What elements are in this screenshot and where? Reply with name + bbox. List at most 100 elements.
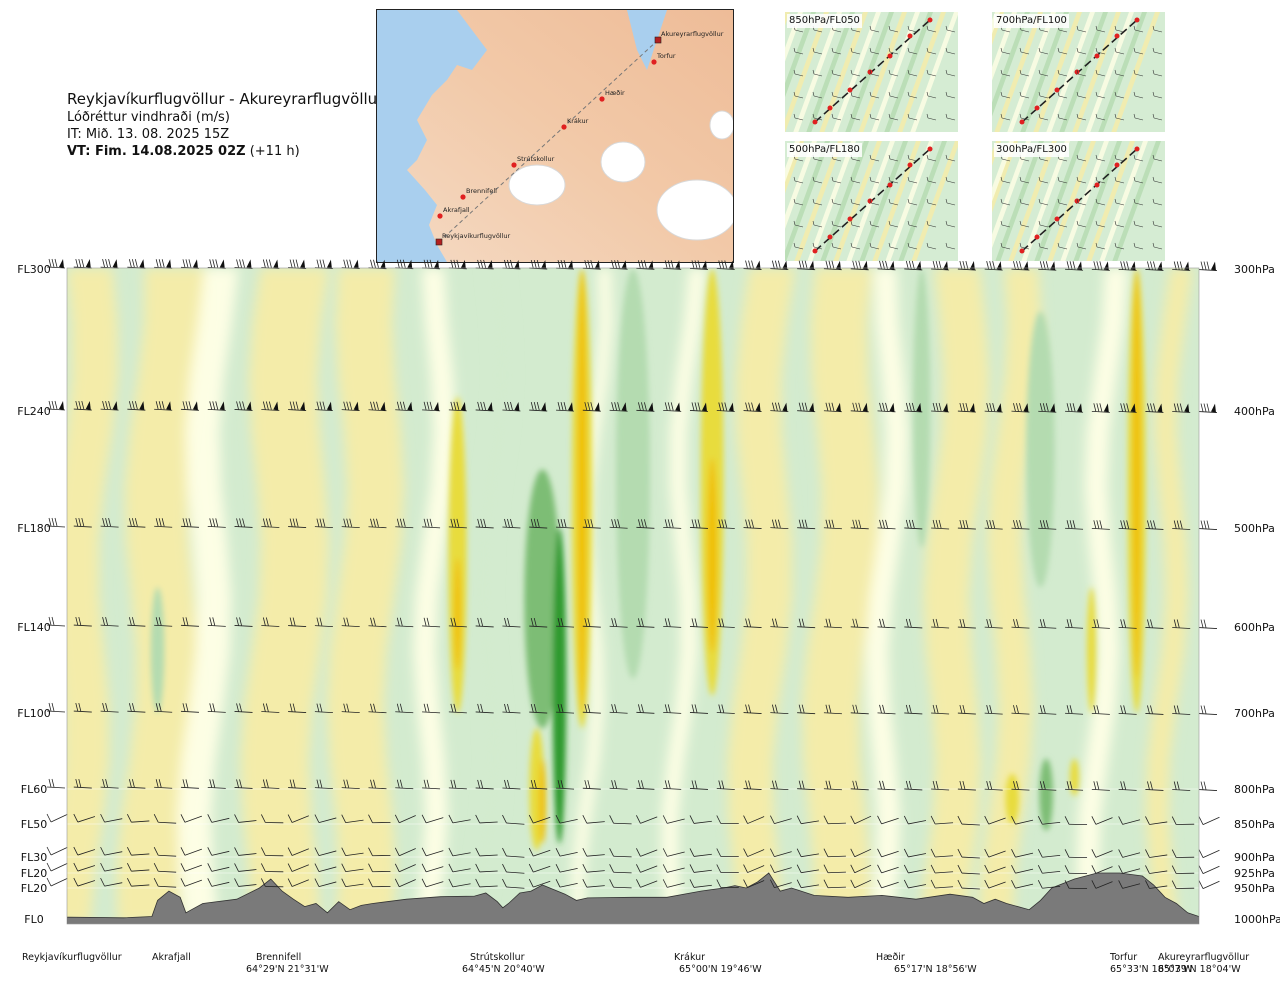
minimap-barb-feather [793, 69, 796, 75]
wind-barb-feather [1145, 849, 1150, 858]
minimap-barb-feather [1000, 47, 1003, 53]
wind-barb-feather [667, 618, 671, 627]
minimap-barb [1020, 73, 1030, 77]
wind-barb [528, 863, 551, 873]
wind-barb [100, 846, 123, 856]
minimap-barb [870, 246, 880, 250]
wind-barb-feather [1037, 880, 1043, 889]
wind-barb-feather [716, 864, 722, 873]
wind-barb-feather [376, 518, 379, 527]
minimap-barb [1115, 29, 1125, 33]
wind-barb-pennant [862, 260, 868, 270]
wind-barb-shaft [904, 527, 923, 530]
wind-barb-feather [1064, 865, 1070, 874]
wind-barb-pennant [621, 260, 627, 270]
wind-barb-shaft [797, 712, 816, 715]
wind-barb [903, 864, 927, 874]
wind-barb-feather [185, 703, 189, 712]
wind-barb [1145, 619, 1164, 629]
minimap-barb [870, 202, 880, 206]
wind-barb [314, 878, 337, 887]
wind-barb-feather [295, 518, 299, 527]
field-stripe [467, 268, 512, 924]
wind-barb-feather [852, 780, 856, 789]
wind-barb-shaft [261, 409, 280, 411]
wind-barb-feather [1093, 619, 1097, 628]
wind-barb [207, 401, 226, 411]
minimap-stripe [992, 141, 1018, 261]
wind-barb-shaft [238, 820, 257, 823]
wind-barb-feather [1206, 261, 1210, 270]
wind-barb-feather [262, 259, 266, 268]
wind-barb-feather [1123, 520, 1127, 529]
minimap-point [1074, 69, 1080, 75]
wind-barb-feather [1039, 403, 1043, 412]
wind-barb [46, 862, 68, 872]
wind-barb-shaft [984, 410, 1003, 413]
wind-barb-shaft [613, 871, 632, 874]
wind-barb-feather [718, 519, 722, 528]
wind-barb-feather [932, 618, 936, 628]
minimap-barb [870, 29, 880, 33]
wind-barb-feather [477, 779, 481, 789]
wind-barb-feather [584, 519, 588, 528]
wind-barb [260, 863, 284, 873]
wind-barb-shaft [131, 853, 150, 856]
minimap-barb-feather [1095, 220, 1098, 226]
wind-barb-feather [932, 704, 936, 714]
pressure-level-label: 700hPa [1234, 707, 1275, 720]
wind-barb [153, 814, 177, 824]
wind-barb [234, 779, 253, 789]
wind-barb-feather [234, 878, 239, 887]
wind-barb [609, 704, 628, 714]
wind-barb-feather [1198, 849, 1204, 858]
wind-barb [448, 878, 471, 888]
level-map-500[interactable]: 500hPa/FL180 [785, 141, 958, 261]
wind-barb-shaft [1091, 527, 1110, 530]
wind-barb-feather [319, 617, 323, 626]
wind-barb-feather [882, 519, 885, 528]
pressure-level-label: 900hPa [1234, 851, 1275, 864]
wind-barb-shaft [1065, 626, 1084, 629]
minimap-barb [1058, 246, 1068, 250]
level-map-700[interactable]: 700hPa/FL100 [992, 12, 1165, 132]
wind-barb-shaft [823, 626, 842, 629]
wind-barb-shaft [368, 787, 387, 790]
wind-barb-feather [316, 779, 320, 788]
wind-barb-feather [236, 703, 239, 712]
wind-barb [234, 863, 257, 872]
wind-barb-feather [774, 519, 778, 528]
wind-barb-feather [751, 519, 754, 528]
wind-barb [422, 779, 441, 790]
wind-barb-feather [81, 258, 85, 268]
wind-barb-feather [134, 518, 138, 527]
wind-barb-feather [477, 518, 481, 528]
minimap-barb [1153, 95, 1163, 99]
wind-barb-feather [636, 848, 641, 857]
wind-barb-pennant [460, 401, 466, 411]
minimap-barb [927, 29, 937, 33]
wind-barb-feather [287, 814, 293, 823]
wind-barb [743, 815, 765, 824]
minimap-barb [908, 224, 918, 228]
flight-level-label: FL30 [21, 851, 47, 864]
wind-barb-feather [850, 815, 856, 824]
field-stripe [326, 268, 404, 924]
minimap-barb-feather [1038, 198, 1041, 204]
wind-barb-shaft [479, 854, 498, 857]
level-map-850[interactable]: 850hPa/FL050 [785, 12, 958, 132]
minimap-barb-feather [907, 69, 910, 75]
wind-barb-shaft [506, 886, 525, 889]
wind-barb-feather [1066, 781, 1070, 790]
wind-barb [448, 259, 467, 270]
minimap-barb [1096, 224, 1106, 228]
waypoint-labels: Reykjavíkurflugvöllur Akrafjall Brennifell… [22, 952, 1249, 975]
minimap-barb [1096, 158, 1106, 162]
wind-barb [341, 401, 360, 412]
level-map-300[interactable]: 300hPa/FL300 [992, 141, 1165, 261]
wind-barb-shaft [1042, 854, 1061, 858]
wind-barb-shaft [184, 848, 203, 856]
wind-barb [1011, 848, 1034, 858]
wind-barb-shaft [50, 814, 68, 823]
wind-barb-feather [905, 519, 909, 529]
